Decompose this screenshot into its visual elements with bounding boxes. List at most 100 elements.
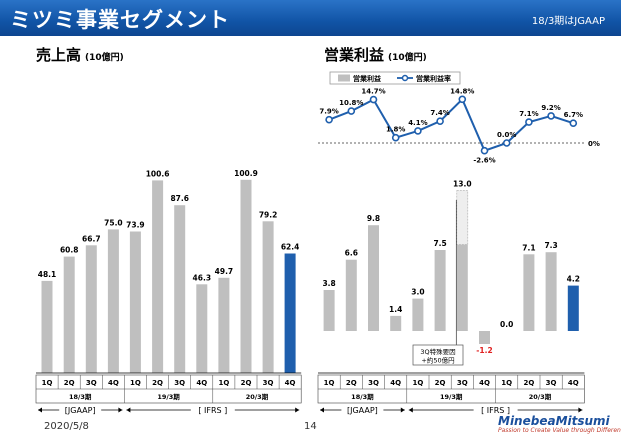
op-income-quarter-label: 2Q	[435, 379, 446, 387]
margin-rate-marker	[325, 115, 333, 124]
op-income-value-label: 0.0	[500, 320, 513, 329]
sales-value-label: 87.6	[170, 194, 189, 203]
op-income-value-label: 13.0	[453, 180, 472, 189]
sales-quarter-label: 4Q	[196, 379, 207, 387]
sales-jgaap-arrowhead-right	[118, 407, 123, 413]
op-income-value-label: 9.8	[367, 214, 380, 223]
op-income-bar	[323, 290, 335, 331]
op-income-period-label: 18/3期	[351, 392, 374, 401]
op-income-value-label: 7.5	[433, 239, 446, 248]
sales-value-label: 48.1	[38, 270, 57, 279]
legend-bar-swatch	[338, 74, 350, 82]
sales-quarter-label: 2Q	[152, 379, 163, 387]
sales-value-label: 75.0	[104, 218, 123, 227]
op-income-value-label: 3.0	[411, 288, 424, 297]
sales-jgaap-label: [JGAAP]	[65, 406, 96, 415]
header-background	[0, 0, 621, 36]
margin-rate-label: -2.6%	[473, 157, 495, 165]
annotation-line-1: 3Q特殊要因	[420, 347, 455, 356]
op-income-ifrs-arrowhead-left	[408, 407, 413, 413]
op-income-quarter-label: 3Q	[546, 379, 557, 387]
sales-bar	[196, 284, 208, 373]
legend-op-income-label: 営業利益	[353, 74, 381, 83]
op-income-quarter-label: 1Q	[324, 379, 335, 387]
logo-tagline: Passion to Create Value through Differen…	[498, 427, 621, 434]
sales-jgaap-label-bg	[59, 404, 102, 415]
sales-bar	[152, 180, 164, 373]
margin-rate-label: 1.8%	[386, 126, 405, 134]
sales-period-label: 18/3期	[69, 392, 92, 401]
sales-bar	[41, 280, 53, 373]
margin-rate-marker	[480, 146, 489, 155]
op-income-jgaap-label-bg	[341, 404, 384, 415]
margin-rate-label: 7.4%	[430, 109, 449, 117]
sales-ifrs-arrowhead-right	[295, 407, 300, 413]
op-income-bar	[434, 250, 446, 331]
logo-name: MinebeaMitsumi	[498, 414, 610, 428]
op-income-quarter-label: 4Q	[479, 379, 490, 387]
op-income-value-label: 4.2	[567, 275, 580, 284]
footer-date: 2020/5/8	[44, 421, 89, 432]
sales-period-label: 19/3期	[157, 392, 180, 401]
sales-quarter-label: 2Q	[241, 379, 252, 387]
margin-rate-marker	[391, 133, 400, 142]
sales-bar	[129, 231, 141, 373]
header-bar: ミツミ事業セグメント 18/3期はJGAAP	[0, 0, 621, 36]
sales-value-label: 73.9	[126, 221, 145, 230]
sales-bar	[107, 229, 119, 373]
left-panel-unit: (10億円)	[85, 53, 124, 63]
op-income-bar	[479, 331, 490, 344]
op-income-value-label: 3.8	[322, 279, 335, 288]
sales-quarter-label: 1Q	[130, 379, 141, 387]
sales-ifrs-arrowhead-left	[126, 407, 131, 413]
margin-rate-label: 4.1%	[408, 119, 427, 127]
op-income-jgaap-arrowhead-right	[400, 407, 405, 413]
sales-value-label: 60.8	[60, 246, 79, 255]
right-panel-title-text: 営業利益	[324, 46, 385, 64]
legend-line-marker	[401, 74, 409, 82]
op-income-quarter-label: 2Q	[523, 379, 534, 387]
sales-bar	[240, 179, 252, 373]
page-title: ミツミ事業セグメント	[10, 8, 230, 32]
op-income-bar	[412, 298, 424, 331]
sales-value-label: 46.3	[193, 273, 212, 282]
op-income-bar	[567, 285, 579, 331]
sales-value-label: 100.6	[146, 169, 170, 178]
op-income-bar	[545, 252, 557, 331]
margin-rate-line	[328, 97, 574, 152]
sales-quarter-label: 4Q	[108, 379, 119, 387]
op-income-quarter-label: 4Q	[568, 379, 579, 387]
sales-bar	[284, 253, 296, 373]
margin-rate-label: 14.7%	[361, 88, 385, 96]
sales-ifrs-label: [ IFRS ]	[198, 406, 227, 415]
margin-rate-label: 14.8%	[450, 87, 474, 95]
margin-rate-marker	[436, 117, 444, 125]
op-income-period-label: 19/3期	[440, 392, 463, 401]
margin-rate-label: 0.0%	[497, 131, 516, 139]
sales-value-label: 100.9	[234, 169, 258, 178]
op-income-bar	[456, 244, 468, 331]
left-panel-title: 売上高 (10億円)	[36, 44, 124, 65]
op-income-value-label: 1.4	[389, 305, 402, 314]
accounting-standard-note: 18/3期はJGAAP	[531, 16, 605, 27]
right-panel-unit: (10億円)	[388, 53, 427, 63]
right-panel-title: 営業利益 (10億円)	[324, 44, 427, 65]
margin-rate-label: 6.7%	[564, 111, 583, 119]
op-income-quarter-label: 3Q	[368, 379, 379, 387]
sales-bar	[174, 205, 186, 373]
margin-rate-marker	[547, 112, 555, 120]
op-income-quarter-label: 2Q	[346, 379, 357, 387]
op-income-jgaap-label: [JGAAP]	[347, 406, 378, 415]
sales-ifrs-label-bg	[190, 404, 235, 415]
sales-bar	[63, 256, 75, 373]
margin-rate-marker	[569, 119, 578, 127]
sales-quarter-label: 3Q	[174, 379, 185, 387]
sales-quarter-label: 2Q	[64, 379, 75, 387]
sales-bar	[85, 245, 97, 373]
sales-jgaap-arrowhead-left	[38, 407, 42, 413]
sales-period-label: 20/3期	[246, 392, 269, 401]
op-income-value-label: 7.1	[522, 243, 535, 252]
left-panel-title-text: 売上高	[36, 46, 82, 64]
op-income-jgaap-arrowhead-left	[320, 407, 324, 413]
